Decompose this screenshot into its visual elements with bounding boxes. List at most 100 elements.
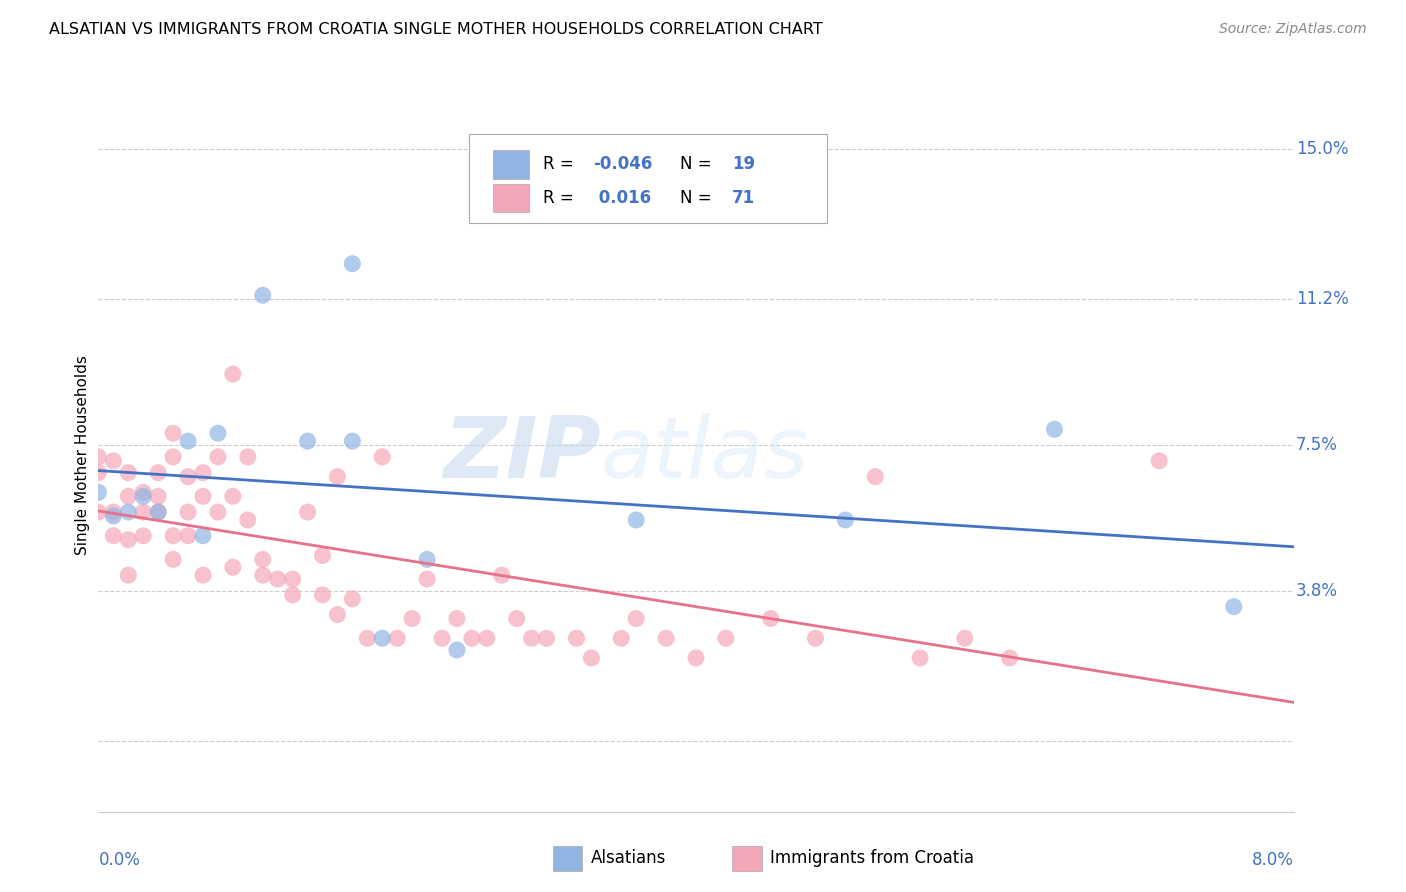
Point (281, 572, 304, 586)
Text: 11.2%: 11.2% (1296, 290, 1348, 309)
Point (685, 651, 707, 665)
Text: 71: 71 (733, 189, 755, 207)
FancyBboxPatch shape (553, 846, 582, 871)
Point (342, 257, 364, 271)
Text: atlas: atlas (600, 413, 808, 497)
Point (191, 466, 214, 480)
Point (655, 632, 678, 646)
Text: Alsatians: Alsatians (591, 849, 666, 867)
Point (624, 611, 647, 625)
Point (177, 505, 200, 519)
Point (446, 643, 468, 657)
Point (342, 591, 364, 606)
Text: 0.016: 0.016 (593, 189, 651, 207)
Point (252, 552, 274, 566)
Point (222, 489, 245, 503)
Point (326, 607, 349, 622)
Point (148, 466, 170, 480)
Point (103, 509, 125, 524)
Point (177, 469, 200, 483)
Text: 0.0%: 0.0% (98, 851, 141, 869)
Text: N =: N = (681, 189, 717, 207)
Text: 15.0%: 15.0% (1296, 140, 1348, 159)
Point (117, 568, 139, 582)
Point (148, 505, 170, 519)
Point (87, 505, 110, 519)
FancyBboxPatch shape (494, 184, 529, 212)
Point (177, 434, 200, 449)
Point (1147, 454, 1170, 468)
Point (506, 611, 529, 625)
Text: R =: R = (543, 189, 579, 207)
Point (953, 632, 976, 646)
Point (297, 434, 319, 449)
Point (581, 651, 603, 665)
Point (520, 632, 543, 646)
Point (342, 434, 364, 449)
Point (132, 489, 155, 503)
Point (117, 505, 139, 519)
Point (804, 632, 827, 646)
Point (430, 632, 453, 646)
Point (759, 611, 782, 625)
FancyBboxPatch shape (470, 134, 827, 223)
Point (385, 632, 409, 646)
Point (371, 450, 394, 464)
Text: R =: R = (543, 155, 579, 173)
Point (714, 632, 737, 646)
Point (117, 466, 139, 480)
Text: ZIP: ZIP (443, 413, 600, 497)
Point (446, 611, 468, 625)
Point (191, 568, 214, 582)
Text: Source: ZipAtlas.com: Source: ZipAtlas.com (1219, 22, 1367, 37)
Point (103, 529, 125, 543)
Point (565, 632, 588, 646)
Point (834, 513, 856, 527)
Point (311, 549, 333, 563)
Point (371, 632, 394, 646)
Point (162, 426, 184, 441)
Point (132, 505, 155, 519)
Point (207, 426, 229, 441)
Point (236, 513, 259, 527)
Text: 19: 19 (733, 155, 755, 173)
Point (132, 485, 155, 500)
Point (222, 367, 245, 381)
Point (297, 505, 319, 519)
Point (162, 529, 184, 543)
Point (148, 489, 170, 503)
Text: 3.8%: 3.8% (1296, 582, 1339, 600)
Point (177, 529, 200, 543)
Point (998, 651, 1021, 665)
Point (311, 588, 333, 602)
Point (610, 632, 633, 646)
Y-axis label: Single Mother Households: Single Mother Households (75, 355, 90, 555)
Point (207, 450, 229, 464)
Point (117, 533, 139, 547)
FancyBboxPatch shape (733, 846, 762, 871)
Point (236, 450, 259, 464)
Text: -0.046: -0.046 (593, 155, 652, 173)
Point (281, 588, 304, 602)
Point (132, 529, 155, 543)
Point (162, 450, 184, 464)
Text: 8.0%: 8.0% (1251, 851, 1294, 869)
Point (461, 632, 484, 646)
Point (103, 454, 125, 468)
Point (536, 632, 558, 646)
Point (207, 505, 229, 519)
Point (624, 513, 647, 527)
Point (191, 529, 214, 543)
Point (87, 450, 110, 464)
Point (252, 568, 274, 582)
Point (267, 572, 290, 586)
Point (416, 552, 439, 566)
Point (1043, 422, 1066, 436)
Text: N =: N = (681, 155, 717, 173)
Point (148, 505, 170, 519)
Point (1222, 599, 1246, 614)
Point (356, 632, 378, 646)
Point (326, 469, 349, 483)
Point (222, 560, 245, 574)
Point (401, 611, 423, 625)
